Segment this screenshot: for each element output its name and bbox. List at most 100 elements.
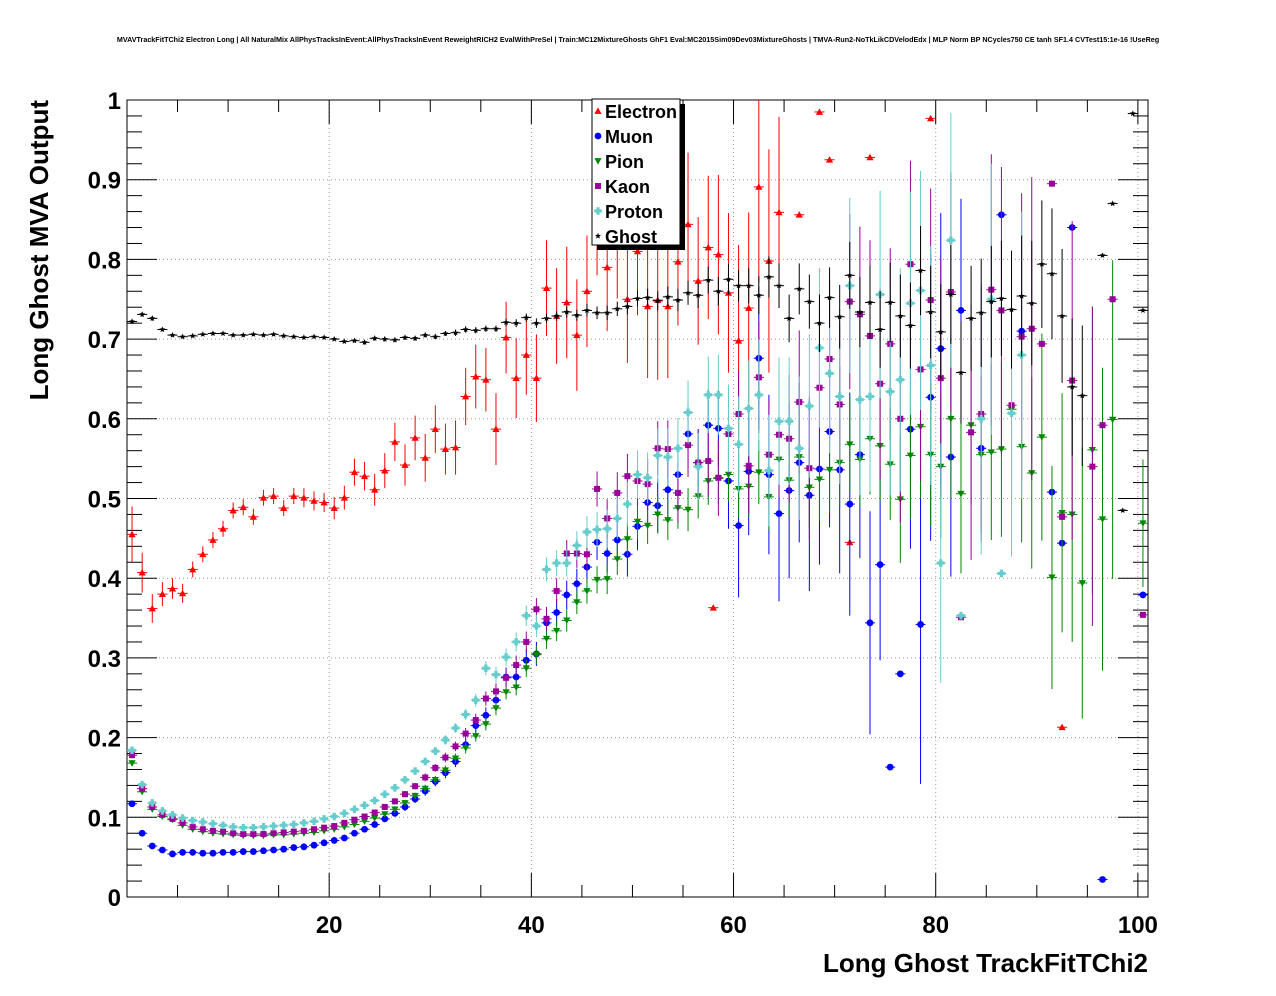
marker-cross [209, 819, 217, 828]
marker-cross [461, 710, 470, 719]
x-tick-label: 40 [518, 912, 545, 939]
data-point-pion [612, 543, 623, 576]
marker-triangle-up [239, 503, 247, 511]
data-point-ghost [1026, 241, 1037, 366]
data-point-kaon [521, 631, 532, 653]
marker-cross [289, 820, 298, 829]
data-point-pion [450, 753, 461, 764]
data-point-ghost [470, 327, 481, 334]
marker-square [179, 819, 186, 826]
data-point-electron [501, 301, 512, 374]
marker-cross [957, 611, 965, 620]
marker-star [624, 303, 631, 310]
data-point-proton [460, 708, 471, 721]
marker-square [1139, 611, 1146, 618]
marker-triangle-down [1109, 416, 1117, 424]
data-point-kaon [1036, 340, 1047, 347]
marker-circle [340, 834, 348, 842]
data-point-ghost [1036, 200, 1047, 328]
data-point-ghost [773, 263, 785, 309]
data-point-muon [298, 843, 309, 851]
marker-triangle-up [209, 536, 217, 543]
marker-star [513, 319, 520, 326]
marker-triangle-down [1038, 434, 1046, 441]
data-point-ghost [955, 321, 967, 424]
data-point-muon [187, 848, 198, 856]
marker-star [957, 369, 965, 376]
marker-cross [775, 417, 783, 425]
data-point-muon [864, 511, 876, 735]
data-point-proton [551, 550, 562, 576]
data-point-proton [612, 497, 623, 540]
data-point-kaon [399, 790, 411, 798]
marker-star [796, 285, 803, 292]
marker-triangle-up [532, 374, 541, 382]
marker-square [189, 823, 196, 830]
marker-square [624, 473, 631, 480]
marker-triangle-down [623, 536, 631, 543]
data-point-electron [339, 485, 350, 510]
marker-square [290, 828, 297, 835]
legend-entry-ghost: Ghost [594, 227, 657, 247]
legend-entries: Electron Muon Pion Kaon Proton Ghost [594, 102, 677, 247]
data-point-proton [278, 821, 289, 830]
data-point-ghost [885, 262, 896, 343]
data-point-ghost [339, 338, 350, 345]
marker-circle [876, 561, 884, 569]
marker-cross [856, 395, 864, 404]
marker-star [1129, 110, 1136, 117]
data-point-electron [329, 496, 340, 520]
data-point-pion [349, 821, 360, 829]
marker-cross [219, 821, 227, 830]
data-point-ghost [925, 265, 936, 359]
marker-square [594, 485, 601, 492]
data-point-muon [238, 848, 249, 855]
marker-triangle-down [724, 471, 733, 479]
data-point-ghost [1117, 507, 1128, 514]
data-point-electron [713, 174, 724, 335]
data-point-electron [703, 175, 714, 320]
marker-triangle-down [128, 760, 136, 767]
marker-cross [512, 638, 520, 646]
data-point-ghost [713, 276, 724, 306]
marker-triangle-up [563, 298, 571, 306]
x-tick-label: 60 [720, 912, 747, 939]
marker-triangle-down [431, 776, 439, 784]
data-point-kaon [349, 816, 360, 823]
marker-circle [361, 825, 368, 833]
y-tick-label: 0.5 [88, 487, 121, 514]
marker-star [654, 297, 661, 304]
marker-star [209, 330, 216, 337]
marker-square [1048, 180, 1055, 187]
data-point-muon [278, 845, 289, 853]
marker-circle [330, 837, 338, 844]
marker-triangle-down [1048, 574, 1056, 582]
data-point-ghost [753, 276, 764, 315]
marker-star [644, 294, 651, 301]
data-point-proton [147, 799, 158, 807]
marker-square [209, 827, 216, 834]
marker-cross [128, 746, 136, 755]
marker-triangle-down [573, 599, 581, 606]
data-point-muon [1137, 591, 1148, 599]
data-point-electron [319, 492, 330, 513]
marker-triangle-up [674, 258, 682, 265]
data-point-ghost [834, 284, 845, 349]
data-point-ghost [672, 288, 683, 312]
legend-marker-proton [594, 207, 602, 215]
data-point-proton [207, 819, 218, 828]
x-tick-label: 80 [922, 912, 949, 939]
data-point-proton [248, 823, 259, 832]
data-point-ghost [541, 313, 552, 324]
data-point-ghost [147, 315, 158, 321]
marker-triangle-down [391, 806, 399, 813]
marker-star [391, 336, 398, 343]
data-point-muon [319, 839, 330, 847]
data-point-electron [399, 444, 411, 486]
marker-triangle-down [825, 466, 834, 474]
marker-square [674, 489, 681, 496]
data-point-electron [571, 279, 582, 391]
marker-cross [997, 569, 1006, 578]
data-point-electron [470, 344, 481, 409]
marker-star [482, 325, 489, 332]
